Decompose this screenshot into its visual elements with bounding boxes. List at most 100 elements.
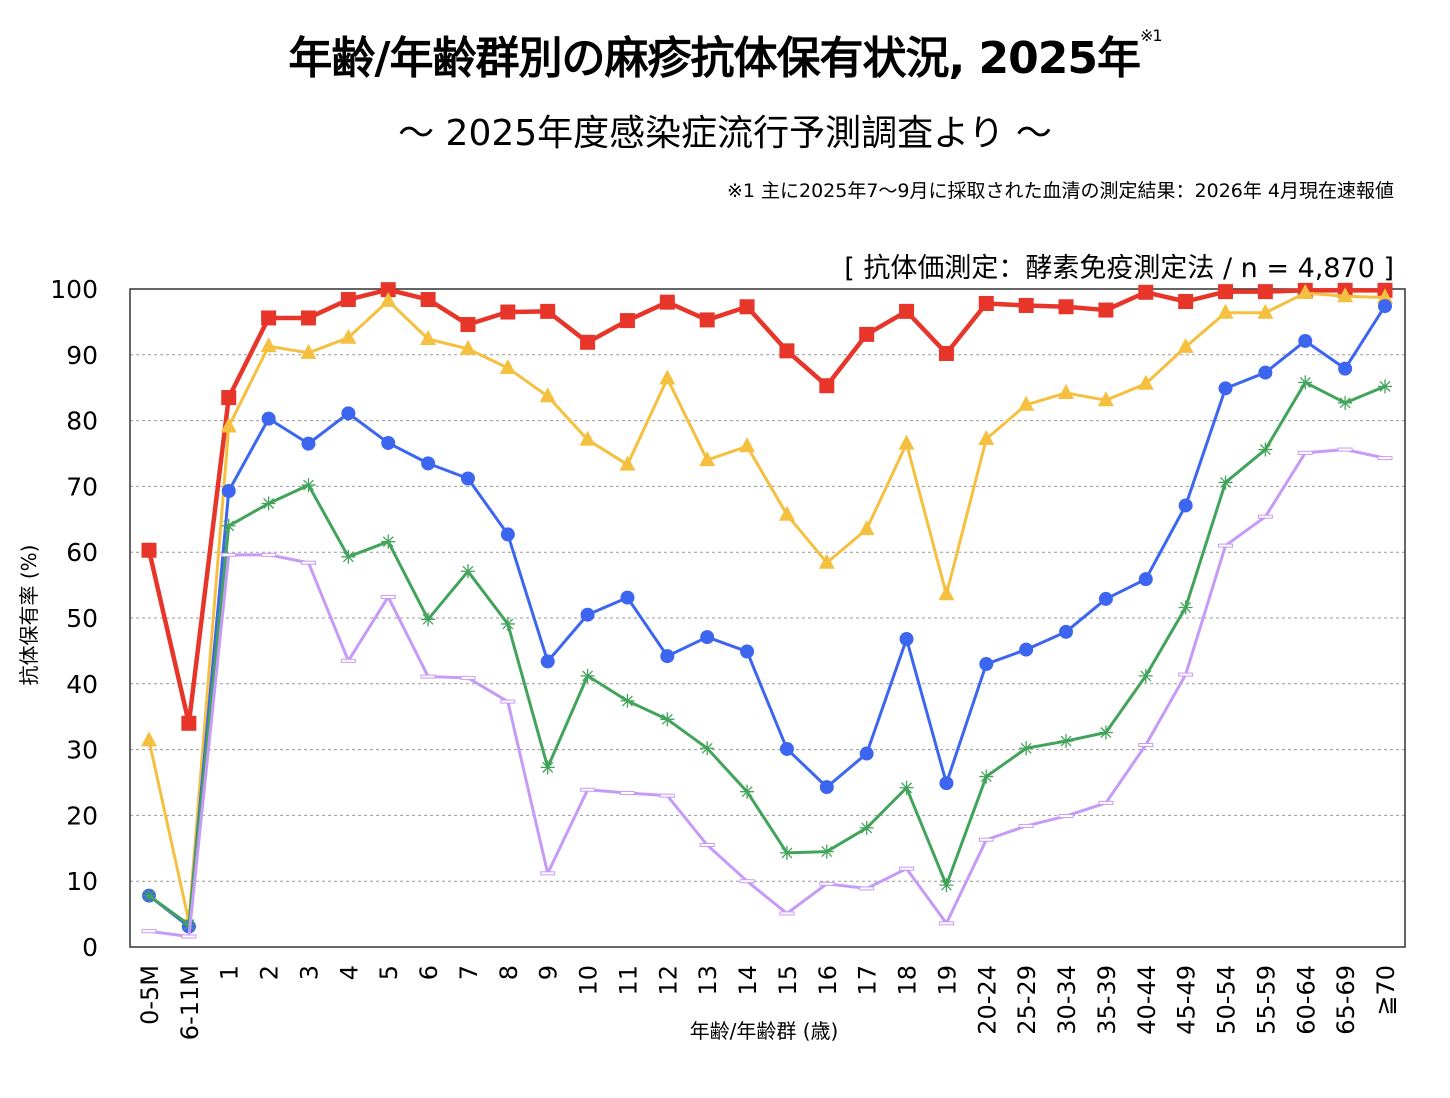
series-line-yellow bbox=[147, 291, 1386, 923]
data-point-yellow bbox=[141, 731, 157, 747]
series-purple bbox=[141, 447, 1393, 939]
data-point-red bbox=[460, 317, 476, 333]
data-point-red bbox=[261, 310, 277, 326]
y-tick-label: 90 bbox=[66, 341, 98, 370]
data-point-blue bbox=[500, 527, 515, 542]
data-point-blue bbox=[939, 776, 954, 791]
x-tick-label: 65-69 bbox=[1332, 965, 1360, 1035]
data-point-red bbox=[659, 294, 675, 310]
data-point-green bbox=[740, 784, 755, 799]
plot-frame bbox=[129, 288, 1406, 948]
data-point-yellow bbox=[1217, 303, 1234, 319]
y-axis-label: 抗体保有率 (%) bbox=[17, 545, 41, 686]
data-point-green bbox=[1218, 475, 1233, 490]
data-point-blue bbox=[1298, 333, 1313, 348]
data-point-yellow bbox=[1377, 288, 1393, 304]
y-tick-label: 30 bbox=[66, 736, 98, 765]
data-point-green bbox=[500, 616, 515, 631]
data-point-purple bbox=[619, 791, 635, 796]
data-point-red bbox=[300, 310, 316, 326]
data-point-green bbox=[1098, 725, 1113, 740]
data-point-red bbox=[181, 715, 197, 731]
x-tick-label: 55-59 bbox=[1252, 965, 1280, 1035]
data-point-yellow bbox=[898, 434, 915, 450]
data-point-yellow bbox=[1058, 383, 1075, 399]
data-point-red bbox=[141, 542, 157, 558]
data-point-blue bbox=[540, 654, 555, 669]
y-tick-label: 10 bbox=[66, 867, 98, 896]
data-point-green bbox=[460, 564, 475, 579]
x-tick-label: 0-5M bbox=[136, 965, 164, 1025]
data-point-purple bbox=[380, 594, 396, 599]
data-point-green bbox=[261, 496, 276, 511]
x-tick-label: 16 bbox=[814, 965, 842, 996]
data-point-yellow bbox=[938, 585, 955, 601]
data-point-red bbox=[340, 292, 356, 308]
data-point-purple bbox=[1337, 447, 1353, 452]
x-tick-label: 3 bbox=[295, 965, 323, 980]
data-point-purple bbox=[978, 837, 994, 842]
x-tick-label: 30-34 bbox=[1053, 965, 1081, 1035]
data-point-purple bbox=[739, 879, 755, 884]
x-tick-label: 25-29 bbox=[1013, 965, 1041, 1035]
data-point-green bbox=[1298, 375, 1313, 390]
x-tick-label: 20-24 bbox=[973, 965, 1001, 1035]
x-tick-label: 6-11M bbox=[176, 965, 204, 1040]
x-tick-label: 15 bbox=[774, 965, 802, 996]
x-tick-label: 13 bbox=[694, 965, 722, 996]
x-tick-label: 40-44 bbox=[1133, 965, 1161, 1035]
data-point-red bbox=[580, 334, 596, 350]
data-point-yellow bbox=[459, 339, 476, 355]
data-point-yellow bbox=[1097, 391, 1114, 407]
data-point-purple bbox=[1058, 814, 1074, 819]
data-point-purple bbox=[1377, 456, 1393, 461]
data-point-purple bbox=[460, 675, 476, 680]
series-line-blue bbox=[148, 305, 1387, 929]
data-point-red bbox=[819, 378, 835, 394]
data-point-green bbox=[939, 878, 954, 893]
chart-subtitle: ～ 2025年度感染症流行予測調査より ～ bbox=[398, 113, 1052, 154]
data-point-yellow bbox=[619, 455, 636, 471]
data-point-blue bbox=[261, 411, 276, 426]
x-tick-label: 35-39 bbox=[1093, 965, 1121, 1035]
series-yellow bbox=[141, 283, 1393, 928]
y-axis-ticks: 0 10 20 30 40 50 60 70 80 90 100 bbox=[50, 275, 98, 962]
data-point-blue bbox=[460, 471, 475, 486]
data-point-yellow bbox=[340, 328, 357, 344]
data-point-purple bbox=[859, 886, 875, 891]
data-point-purple bbox=[1257, 514, 1273, 519]
data-point-yellow bbox=[579, 430, 596, 446]
data-point-yellow bbox=[300, 343, 317, 359]
data-point-green bbox=[1019, 741, 1034, 756]
data-point-red bbox=[779, 343, 795, 359]
data-point-yellow bbox=[739, 437, 756, 453]
data-point-green bbox=[1178, 600, 1193, 615]
gridlines bbox=[130, 354, 1405, 882]
data-point-green bbox=[819, 844, 834, 859]
data-point-red bbox=[938, 345, 954, 361]
x-tick-label: 11 bbox=[614, 965, 642, 996]
data-point-green bbox=[381, 534, 396, 549]
x-tick-label: 17 bbox=[854, 965, 882, 996]
data-point-purple bbox=[1297, 450, 1313, 455]
data-point-red bbox=[1218, 284, 1234, 300]
data-point-blue bbox=[660, 649, 675, 664]
data-point-purple bbox=[819, 881, 835, 886]
data-point-red bbox=[1178, 294, 1194, 310]
data-point-red bbox=[699, 312, 715, 328]
data-point-purple bbox=[141, 929, 157, 934]
data-point-blue bbox=[740, 644, 755, 659]
data-point-blue bbox=[1138, 572, 1153, 587]
series-green bbox=[142, 375, 1392, 932]
data-point-green bbox=[660, 712, 675, 727]
data-point-green bbox=[540, 760, 555, 775]
y-tick-label: 100 bbox=[50, 275, 98, 304]
data-point-blue bbox=[899, 632, 914, 647]
series-line-purple bbox=[148, 448, 1386, 938]
data-point-purple bbox=[221, 552, 237, 557]
data-point-red bbox=[540, 303, 556, 319]
data-point-blue bbox=[421, 456, 436, 471]
data-point-yellow bbox=[858, 520, 875, 536]
data-point-purple bbox=[540, 871, 556, 876]
